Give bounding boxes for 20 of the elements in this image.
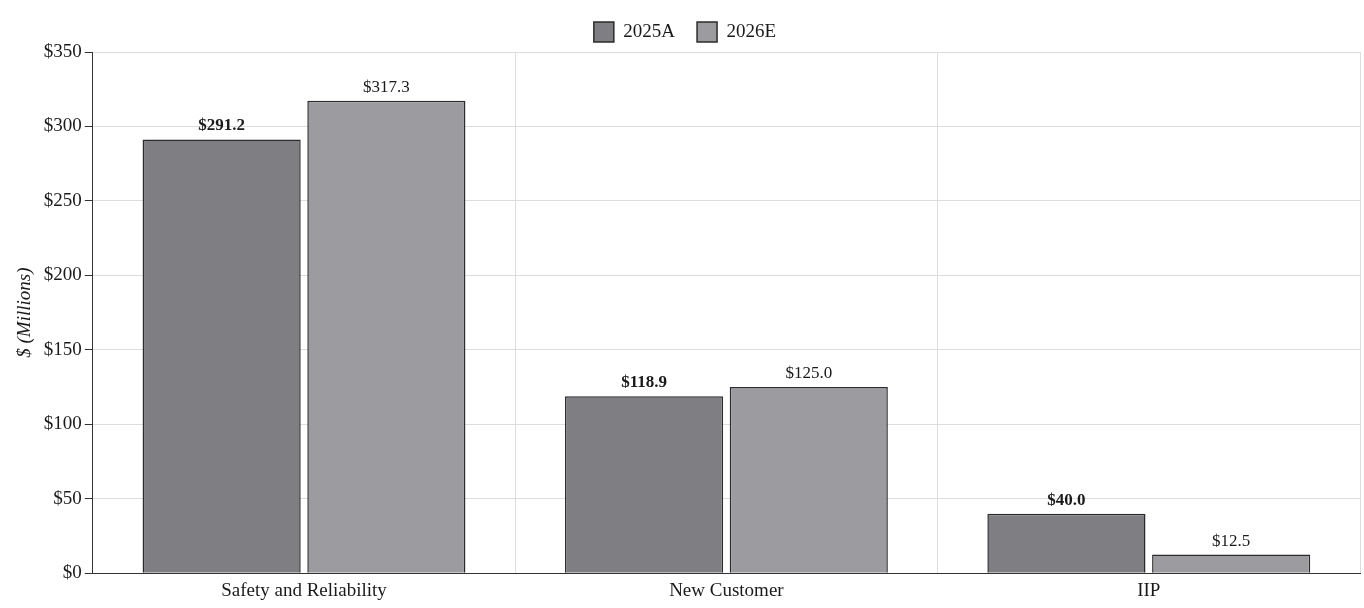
legend-label: 2025A — [623, 19, 676, 41]
y-tick-label: $200 — [43, 263, 82, 285]
text: $40.0 — [1047, 489, 1086, 509]
text: $118.9 — [621, 372, 667, 392]
y-tick-label: $150 — [43, 337, 82, 359]
legend-label: 2026E — [726, 19, 777, 41]
text: $12.5 — [1212, 530, 1251, 550]
x-tick-label: Safety and Reliability — [221, 578, 388, 600]
x-tick-label: New Customer — [669, 578, 785, 600]
y-tick-label: $0 — [62, 561, 82, 583]
y-tick-label: $350 — [43, 39, 82, 61]
y-tick-label: $100 — [43, 412, 82, 434]
y-tick-label: $300 — [43, 114, 82, 136]
y-tick-label: $50 — [53, 486, 82, 508]
x-tick-label: IIP — [1137, 578, 1161, 600]
text: $125.0 — [785, 363, 833, 383]
y-axis-title: $ (Millions) — [13, 267, 36, 358]
y-tick-label: $250 — [43, 188, 82, 210]
text: $317.3 — [362, 76, 410, 96]
text: $291.2 — [198, 115, 246, 135]
